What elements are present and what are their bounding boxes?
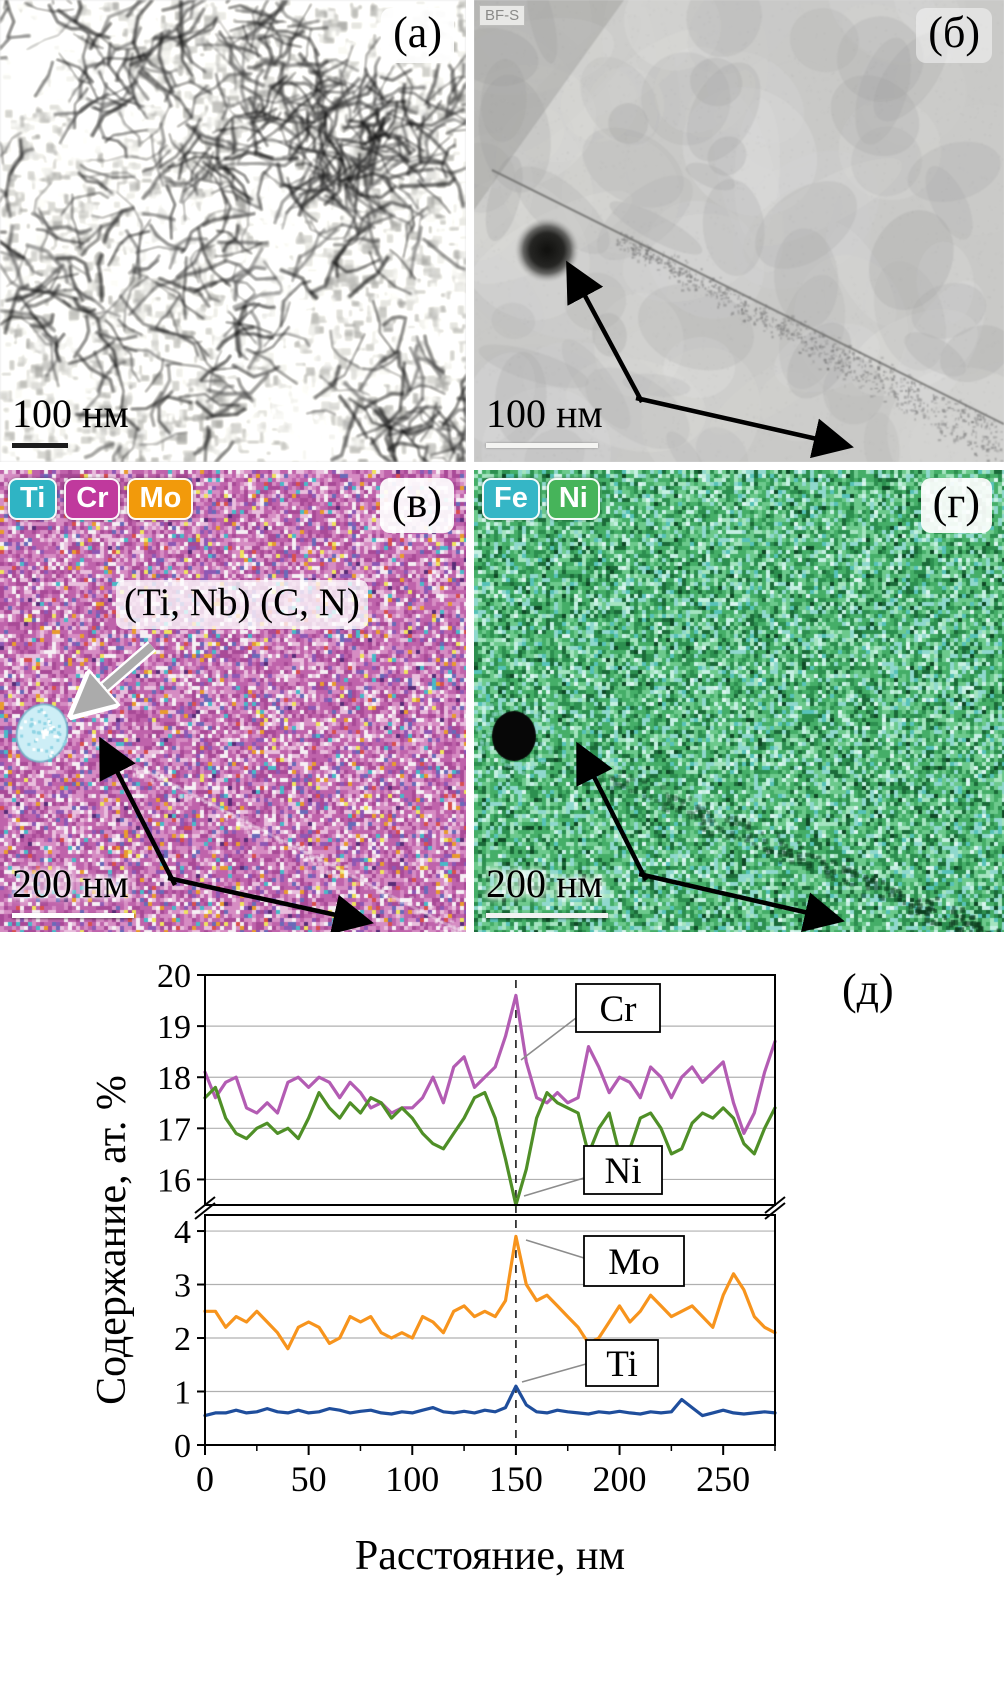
- series-label-box-ti: [585, 1339, 659, 1387]
- series-line-ni: [203, 1085, 777, 1207]
- scale-bar-g: 200 нм: [486, 860, 608, 918]
- panel-label-a: (а): [381, 8, 454, 63]
- x-tick-label: 100: [385, 1459, 439, 1499]
- series-label-box-mo: [583, 1235, 685, 1287]
- series-label-ti: Ti: [606, 1344, 638, 1385]
- series-label-ni: Ni: [605, 1151, 642, 1192]
- series-label-cr: Cr: [600, 989, 637, 1030]
- element-chip-mo: Mo: [127, 478, 194, 521]
- series-label-mo: Mo: [608, 1242, 659, 1283]
- scale-line-g: [486, 913, 608, 918]
- eds-map-fe-ni: Fe Ni (г) 200 нм: [474, 470, 1004, 932]
- leader-line-ti: [521, 1363, 587, 1383]
- y-axis-title: Содержание, ат. %: [89, 1075, 135, 1405]
- annotation-arrows-g: [576, 741, 845, 932]
- scale-bar-v: 200 нм: [12, 860, 134, 918]
- arrow-to-particle-icon: [566, 260, 644, 404]
- series-label-box-cr: [575, 983, 661, 1033]
- leader-line-ni: [523, 1177, 585, 1197]
- scale-text-g: 200 нм: [486, 861, 603, 906]
- y-tick-label: 0: [174, 1428, 191, 1465]
- scale-line-v: [12, 913, 134, 918]
- y-tick-label: 20: [157, 958, 191, 995]
- series-line-mo: [203, 1234, 777, 1351]
- scale-text-v: 200 нм: [12, 861, 129, 906]
- row-eds-maps: Ti Cr Mo (Ti, Nb) (C, N) (в) 200 нм Fe Ni (…: [0, 470, 1004, 932]
- pointer-arrow-to-precipitate-icon: [76, 642, 155, 712]
- element-chip-fe: Fe: [482, 478, 540, 521]
- y-tick-label: 17: [157, 1111, 191, 1148]
- y-tick-label: 18: [157, 1060, 191, 1097]
- scale-text-b: 100 нм: [486, 391, 603, 436]
- scale-line-b: [486, 443, 598, 448]
- axis-break-icon: [764, 1196, 786, 1214]
- x-tick-label: 250: [696, 1459, 750, 1499]
- composition-profile-section: 16 17 18 19 20 0 1 2 3 4 0 50 100 150 200 250 Cr Ni Mo Ti С…: [0, 940, 1004, 1686]
- tem-texture-a: [0, 0, 466, 462]
- y-tick-label: 4: [174, 1214, 191, 1251]
- imaging-mode-tag: BF-S: [479, 5, 526, 26]
- tem-micrograph-a: (а) 100 нм: [0, 0, 466, 462]
- x-tick-label: 50: [291, 1459, 327, 1499]
- x-tick-label: 0: [196, 1459, 214, 1499]
- x-tick-label: 200: [593, 1459, 647, 1499]
- y-tick-label: 16: [157, 1162, 191, 1199]
- arrow-to-particle-icon: [576, 741, 649, 882]
- axis-break-icon: [194, 1202, 216, 1220]
- eds-map-ti-cr-mo: Ti Cr Mo (Ti, Nb) (C, N) (в) 200 нм: [0, 470, 466, 932]
- panel-label-g: (г): [920, 478, 992, 533]
- series-label-box-ni: [583, 1145, 663, 1195]
- scale-text-a: 100 нм: [12, 391, 129, 436]
- series-line-ti: [203, 1384, 777, 1418]
- arrow-to-boundary-icon: [167, 875, 374, 932]
- precipitate-annotation: (Ti, Nb) (C, N): [116, 580, 368, 629]
- panel-label-b: (б): [916, 8, 992, 63]
- axis-break-icon: [194, 1196, 216, 1214]
- tem-micrograph-b: BF-S (б) 100 нм: [474, 0, 1004, 462]
- arrow-to-boundary-icon: [635, 395, 854, 459]
- x-axis-title: Расстояние, нм: [354, 1533, 626, 1579]
- scale-bar-b: 100 нм: [486, 390, 603, 448]
- leader-line-cr: [520, 1017, 577, 1061]
- scale-line-a: [12, 443, 68, 448]
- y-tick-label: 1: [174, 1375, 191, 1412]
- y-tick-label: 2: [174, 1321, 191, 1358]
- series-line-cr: [203, 993, 777, 1135]
- row-tem-images: (а) 100 нм BF-S (б) 100 нм: [0, 0, 1004, 462]
- axis-frame: [204, 1214, 776, 1446]
- panel-label-v: (в): [379, 478, 454, 533]
- element-legend-v: Ti Cr Mo: [8, 478, 194, 521]
- annotation-arrows-b: [566, 260, 854, 459]
- arrow-to-boundary-icon: [638, 871, 845, 932]
- annotation-arrows-v: [0, 641, 374, 932]
- element-chip-ni: Ni: [546, 478, 600, 521]
- x-tick-label: 150: [489, 1459, 543, 1499]
- leader-line-mo: [525, 1239, 585, 1259]
- axis-frame: [204, 974, 776, 1206]
- scale-bar-a: 100 нм: [12, 390, 129, 448]
- panel-label-d: (д): [842, 965, 894, 1014]
- element-legend-g: Fe Ni: [482, 478, 600, 521]
- element-chip-ti: Ti: [8, 478, 58, 521]
- axis-break-icon: [764, 1202, 786, 1220]
- y-tick-label: 19: [157, 1009, 191, 1046]
- element-chip-cr: Cr: [64, 478, 121, 521]
- y-tick-label: 3: [174, 1268, 191, 1305]
- eds-map-texture-g: [474, 470, 1004, 932]
- arrow-to-particle-icon: [99, 736, 178, 887]
- tem-texture-b: [474, 0, 1004, 462]
